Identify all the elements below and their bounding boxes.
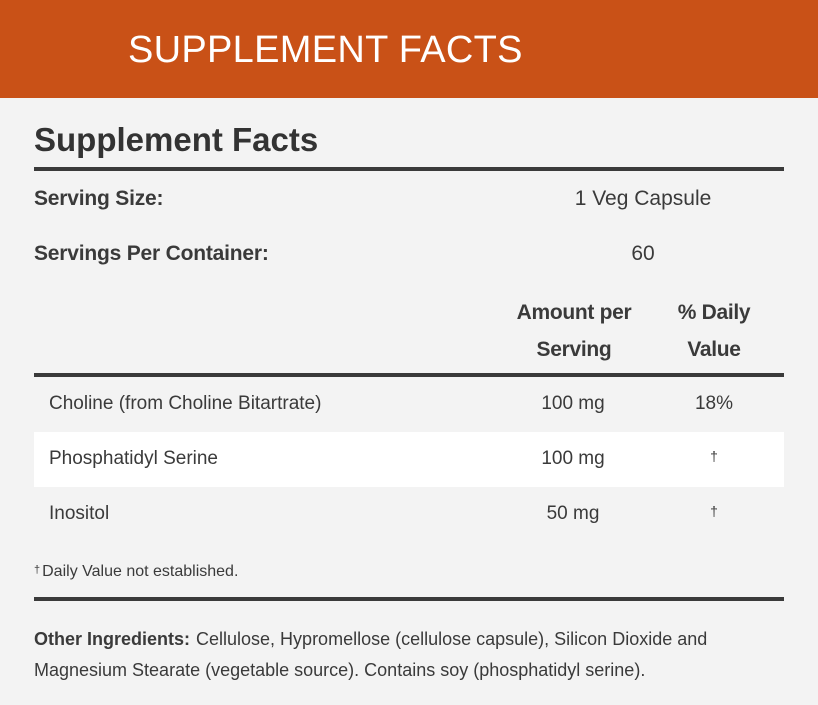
other-ingredients: Other Ingredients: Cellulose, Hypromellos… bbox=[34, 624, 784, 686]
divider bbox=[34, 597, 784, 601]
nutrient-name: Phosphatidyl Serine bbox=[49, 448, 218, 469]
nutrient-name: Choline (from Choline Bitartrate) bbox=[49, 393, 322, 414]
nutrient-daily-value: † bbox=[710, 448, 718, 464]
other-ingredients-label: Other Ingredients: bbox=[34, 629, 191, 649]
serving-size-value: 1 Veg Capsule bbox=[574, 187, 712, 210]
nutrient-name: Inositol bbox=[49, 503, 110, 524]
nutrient-daily-value: † bbox=[710, 503, 718, 519]
facts-title: Supplement Facts bbox=[34, 121, 319, 158]
nutrient-amount: 50 mg bbox=[546, 503, 600, 524]
column-header-daily-value: % Daily Value bbox=[652, 294, 776, 368]
servings-per-container-label: Servings Per Container: bbox=[34, 242, 269, 265]
column-header-amount-line1: Amount per bbox=[516, 301, 632, 324]
nutrient-amount: 100 mg bbox=[541, 393, 605, 414]
divider bbox=[34, 167, 784, 171]
table-row: Choline (from Choline Bitartrate) 100 mg… bbox=[34, 377, 784, 432]
column-header-dv-line1: % Daily bbox=[677, 301, 751, 324]
header-banner: SUPPLEMENT FACTS bbox=[0, 0, 818, 98]
column-header-amount: Amount per Serving bbox=[496, 294, 652, 368]
table-row: Phosphatidyl Serine 100 mg † bbox=[34, 432, 784, 487]
divider bbox=[34, 373, 784, 377]
dagger-symbol: † bbox=[34, 564, 41, 576]
footnote: † Daily Value not established. bbox=[34, 560, 238, 582]
column-header-amount-line2: Serving bbox=[536, 338, 612, 361]
column-header-dv-line2: Value bbox=[687, 338, 741, 361]
nutrient-daily-value: 18% bbox=[694, 393, 734, 414]
servings-per-container-value: 60 bbox=[631, 242, 655, 265]
banner-title: SUPPLEMENT FACTS bbox=[128, 29, 523, 71]
nutrient-amount: 100 mg bbox=[541, 448, 605, 469]
serving-size-label: Serving Size: bbox=[34, 187, 164, 210]
footnote-text: Daily Value not established. bbox=[42, 563, 239, 580]
other-ingredients-text: Cellulose, Hypromellose (cellulose capsu… bbox=[34, 629, 708, 680]
table-row: Inositol 50 mg † bbox=[34, 487, 784, 542]
